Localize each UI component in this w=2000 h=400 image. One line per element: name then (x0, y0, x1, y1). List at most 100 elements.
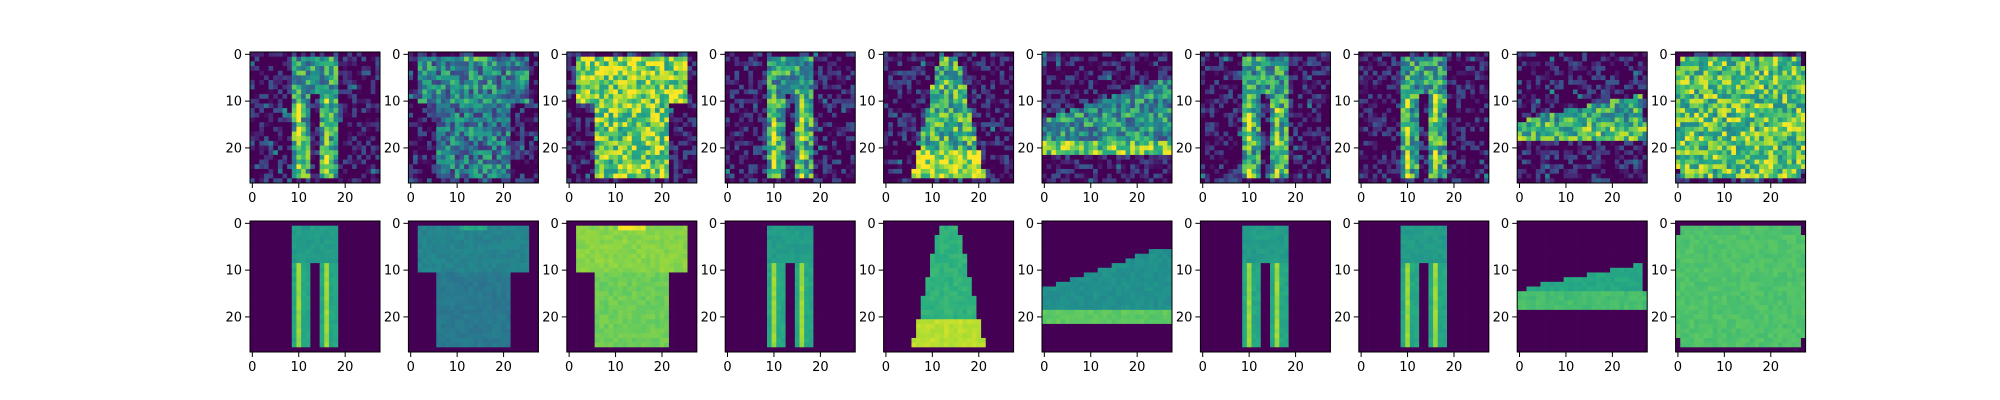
pixel (617, 52, 623, 58)
pixel (1042, 131, 1047, 137)
pixel (1125, 75, 1131, 81)
pixel (515, 122, 521, 128)
pixel (422, 98, 428, 104)
pixel (953, 159, 959, 165)
pixel (519, 122, 525, 128)
pixel (1065, 122, 1071, 128)
pixel (473, 136, 479, 142)
pixel (813, 66, 819, 72)
pixel (1144, 150, 1150, 156)
pixel (250, 136, 255, 142)
pixel (319, 145, 325, 151)
pixel (505, 126, 511, 132)
pixel (1125, 117, 1131, 123)
pixel (1004, 89, 1010, 95)
pixel (1008, 108, 1014, 114)
pixel (780, 159, 786, 165)
pixel (990, 75, 996, 81)
pixel (282, 94, 288, 100)
pixel (650, 154, 656, 160)
pixel (440, 94, 446, 100)
pixel (1079, 98, 1085, 104)
x-tick-label: 10 (449, 191, 466, 206)
pixel (902, 52, 908, 58)
x-tick-label: 0 (1040, 191, 1048, 206)
pixel (943, 140, 949, 146)
pixel (985, 168, 991, 174)
pixel (641, 89, 647, 95)
pixel (1116, 94, 1122, 100)
pixel (533, 94, 539, 100)
pixel (1134, 66, 1140, 72)
pixel (366, 56, 372, 62)
pixel (1065, 126, 1071, 132)
pixel (1055, 94, 1061, 100)
pixel (1148, 52, 1154, 58)
pixel (450, 145, 456, 151)
x-tick-label: 0 (248, 191, 256, 206)
pixel (328, 117, 334, 123)
pixel (729, 56, 735, 62)
pixel (687, 52, 693, 58)
pixel (338, 122, 344, 128)
pixel (408, 168, 414, 174)
pixel (277, 94, 283, 100)
pixel (990, 154, 996, 160)
pixel (315, 61, 320, 67)
pixel (1060, 122, 1066, 128)
pixel (1116, 112, 1122, 118)
pixel (892, 136, 898, 142)
pixel (729, 173, 735, 179)
pixel (1083, 98, 1089, 104)
pixel (920, 126, 926, 132)
pixel (478, 103, 484, 109)
pixel (794, 178, 800, 184)
pixel (1093, 52, 1099, 58)
pixel (1148, 75, 1154, 81)
pixel (524, 52, 530, 58)
pixel (953, 145, 959, 151)
pixel (408, 112, 414, 118)
pixel (436, 122, 442, 128)
pixel (976, 66, 982, 72)
pixel (888, 70, 894, 76)
pixel (268, 108, 274, 114)
pixel (664, 84, 670, 90)
pixel (841, 136, 847, 142)
pixel (845, 75, 851, 81)
pixel (263, 84, 269, 90)
pixel (426, 126, 432, 132)
pixel (422, 94, 428, 100)
pixel (725, 145, 731, 151)
pixel (273, 178, 279, 184)
pixel (804, 178, 810, 184)
pixel (911, 150, 917, 156)
pixel (310, 94, 316, 100)
pixel (785, 52, 791, 58)
pixel (291, 168, 297, 174)
pixel (1144, 173, 1150, 179)
pixel (1162, 168, 1168, 174)
pixel (794, 136, 800, 142)
pixel (822, 75, 828, 81)
pixel (999, 117, 1005, 123)
pixel (799, 178, 805, 184)
pixel (957, 84, 963, 90)
pixel (622, 112, 628, 118)
pixel (1088, 112, 1094, 118)
pixel (617, 75, 623, 81)
pixel (1079, 159, 1085, 165)
pixel (454, 103, 460, 109)
pixel (957, 159, 963, 165)
pixel (361, 66, 367, 72)
pixel (925, 75, 931, 81)
pixel (361, 75, 367, 81)
pixel (1242, 70, 1248, 76)
pixel (1144, 52, 1150, 58)
pixel (464, 52, 470, 58)
pixel (315, 98, 320, 104)
x-tick-label: 10 (766, 191, 783, 206)
pixel (734, 84, 740, 90)
pixel (1265, 52, 1271, 58)
pixel (771, 140, 777, 146)
